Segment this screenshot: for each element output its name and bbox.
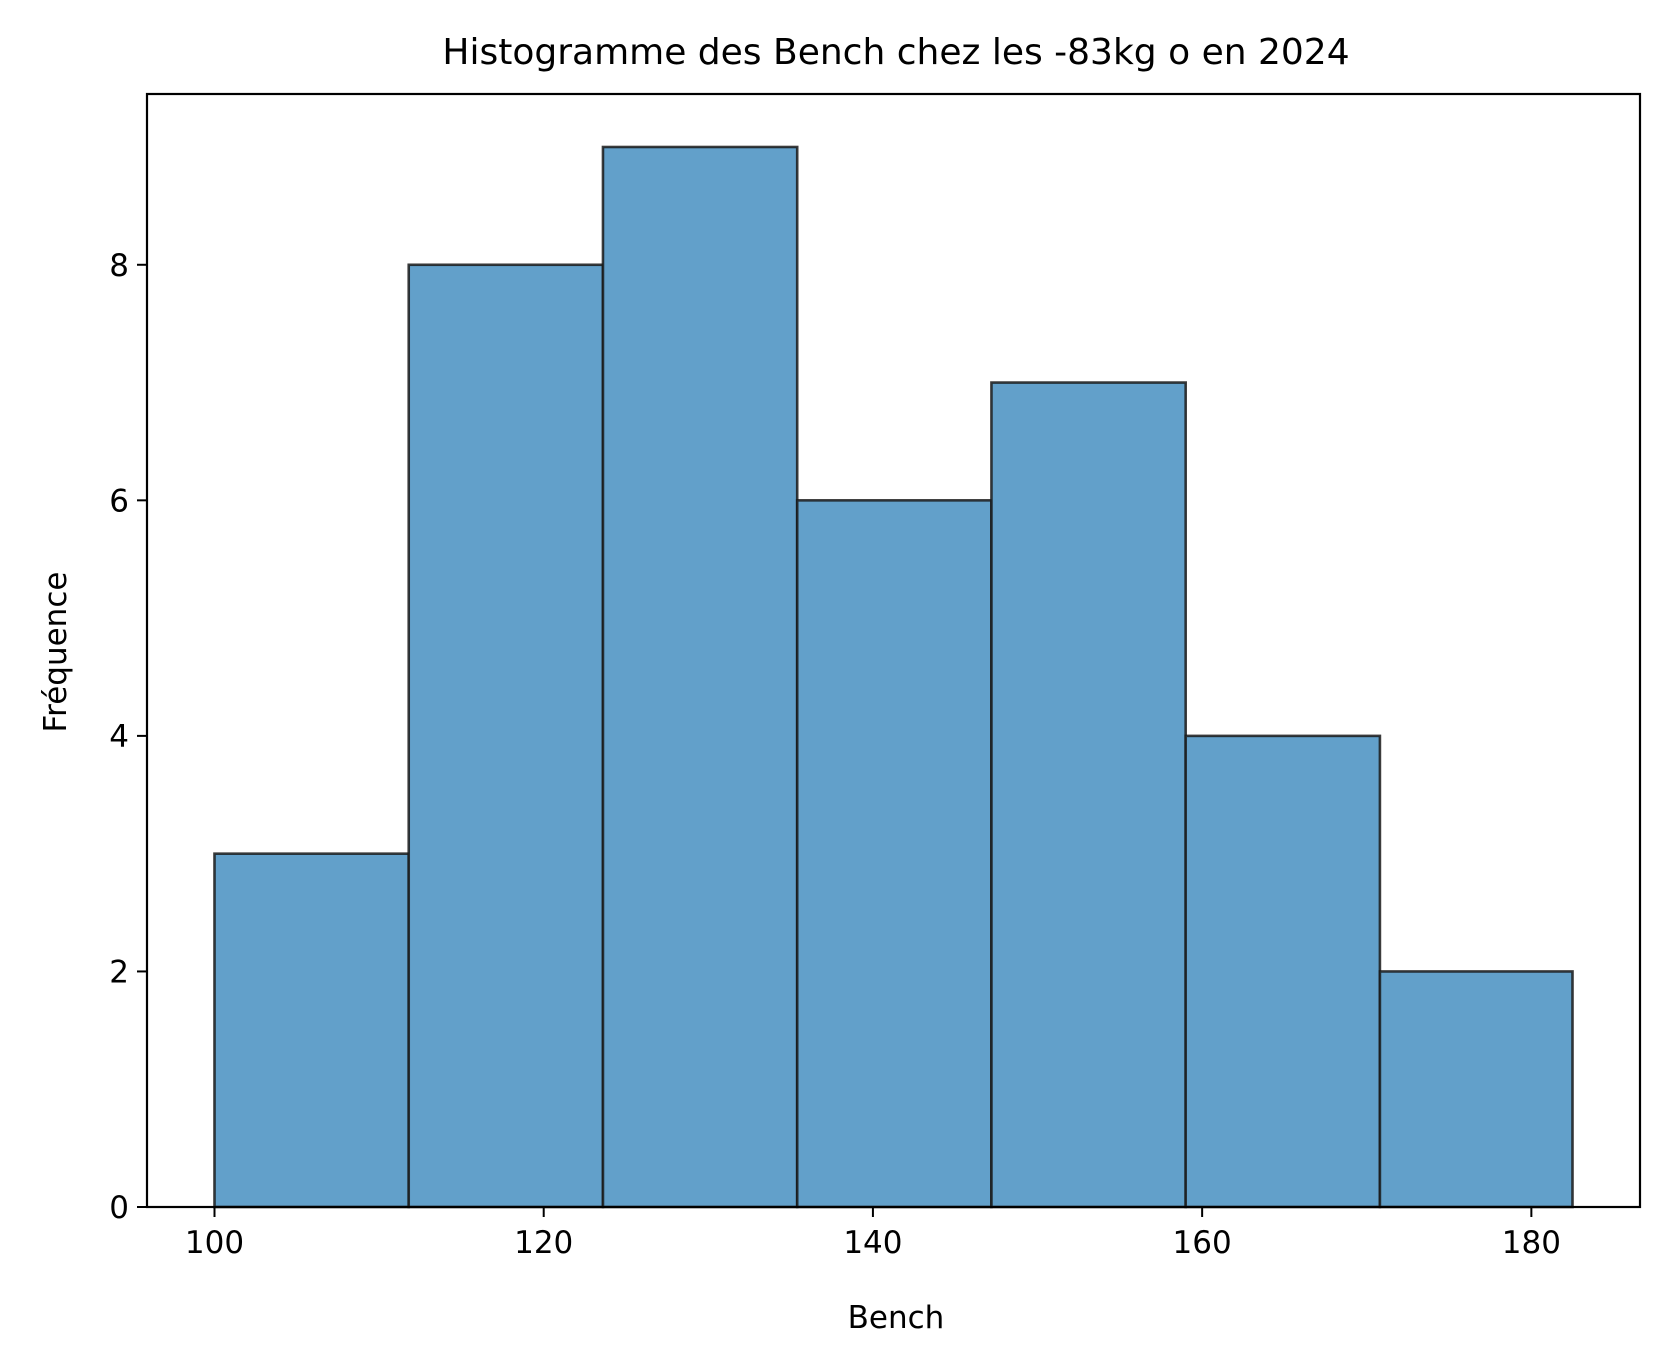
- x-tick-label: 120: [514, 1225, 573, 1261]
- plot-area-frame: [145, 92, 1642, 1209]
- y-tick-label: 0: [109, 1190, 129, 1226]
- histogram-bar-5: [990, 381, 1187, 1209]
- x-tick-label: 140: [843, 1225, 902, 1261]
- y-tick-label: 6: [109, 483, 129, 519]
- y-tick-label: 2: [109, 954, 129, 990]
- x-axis-ticks: 100 120 140 160 180: [185, 1207, 1561, 1261]
- x-axis-label: Bench: [848, 1300, 945, 1336]
- x-tick-label: 100: [185, 1225, 244, 1261]
- x-tick-label: 180: [1502, 1225, 1561, 1261]
- histogram-bar-4: [795, 499, 993, 1209]
- y-tick-label: 4: [109, 719, 129, 755]
- y-axis-label: Fréquence: [38, 572, 74, 733]
- bars-group: [213, 145, 1574, 1209]
- histogram-bar-3: [601, 145, 799, 1209]
- histogram-bar-1: [213, 852, 411, 1209]
- histogram-bar-7: [1378, 970, 1574, 1209]
- histogram-bar-6: [1184, 734, 1382, 1209]
- y-tick-label: 8: [109, 248, 129, 284]
- histogram-bar-2: [407, 263, 605, 1209]
- y-axis-ticks: 0 2 4 6 8: [109, 248, 147, 1226]
- chart-title: Histogramme des Bench chez les -83kg o e…: [442, 32, 1349, 73]
- x-tick-label: 160: [1173, 1225, 1232, 1261]
